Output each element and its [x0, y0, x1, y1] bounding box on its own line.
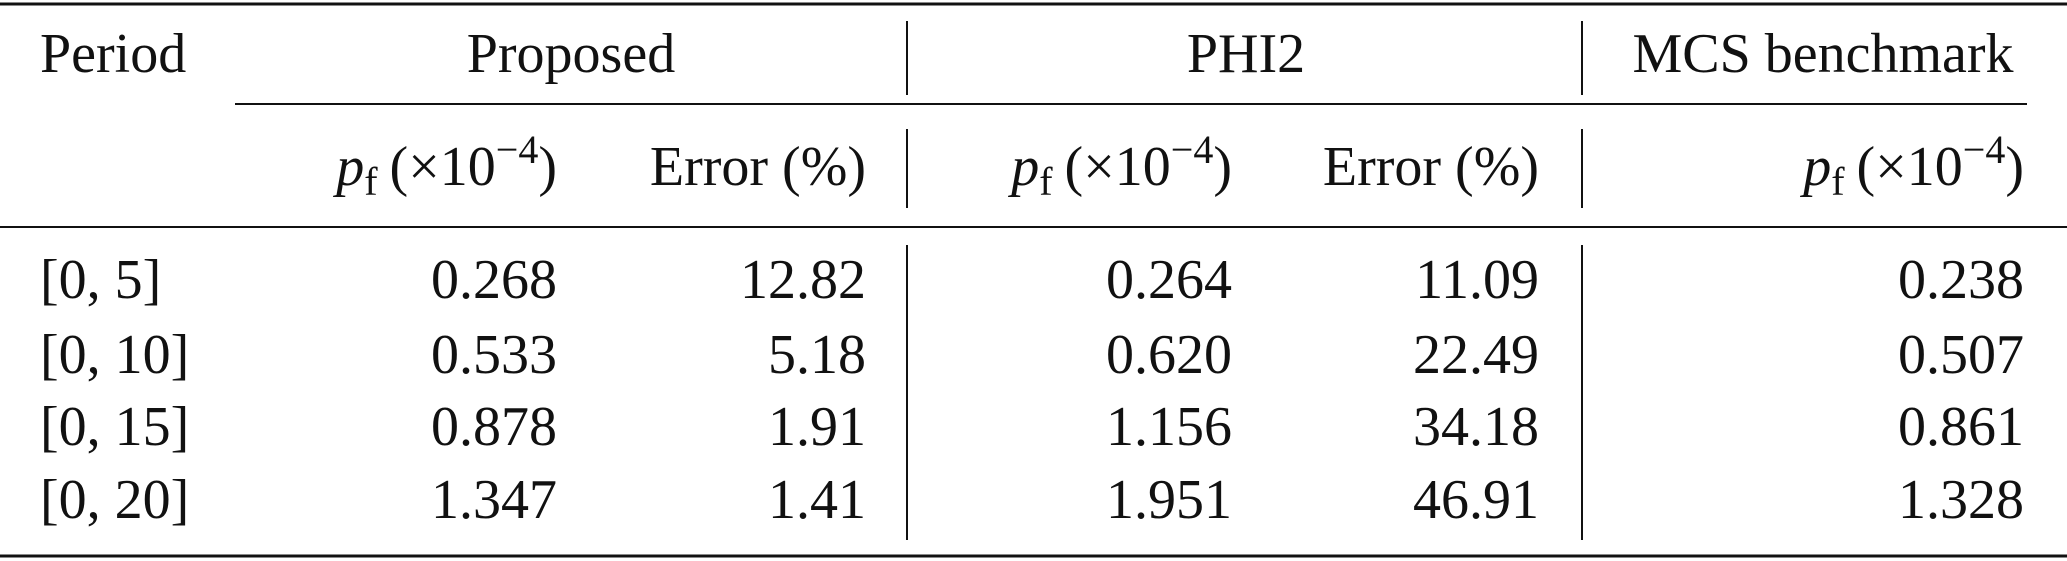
value-cell: 1.91 — [768, 396, 866, 458]
pf-prefix: (×10 — [1065, 136, 1171, 198]
period-cell: [0, 15] — [40, 396, 189, 458]
value-cell: 22.49 — [1413, 324, 1539, 386]
error-header: Error (%) — [1323, 136, 1539, 198]
error-header: Error (%) — [650, 136, 866, 198]
pf-exponent: −4 — [1963, 127, 2006, 172]
period-header: Period — [40, 23, 186, 85]
group-header: Proposed — [467, 23, 675, 85]
value-cell: 34.18 — [1413, 396, 1539, 458]
period-cell: [0, 10] — [40, 324, 189, 386]
value-cell: 0.238 — [1898, 249, 2024, 311]
column-dividers — [906, 21, 1583, 540]
pf-exponent: −4 — [1171, 127, 1214, 172]
pf-header: pf (×10−4) — [332, 127, 557, 204]
value-cell: 0.268 — [431, 249, 557, 311]
value-cell: 0.620 — [1106, 324, 1232, 386]
pf-suffix: ) — [2005, 136, 2024, 198]
value-cell: 5.18 — [768, 324, 866, 386]
pf-prefix: (×10 — [390, 136, 496, 198]
period-cell: [0, 20] — [40, 469, 189, 531]
value-cell: 11.09 — [1415, 249, 1539, 311]
value-cell: 1.41 — [768, 469, 866, 531]
pf-symbol: p — [1799, 136, 1831, 198]
value-cell: 46.91 — [1413, 469, 1539, 531]
pf-prefix: (×10 — [1857, 136, 1963, 198]
value-cell: 1.328 — [1898, 469, 2024, 531]
pf-suffix: ) — [1213, 136, 1232, 198]
value-cell: 0.507 — [1898, 324, 2024, 386]
value-cell: 1.347 — [431, 469, 557, 531]
value-cell: 1.156 — [1106, 396, 1232, 458]
value-cell: 1.951 — [1106, 469, 1232, 531]
value-cell: 0.533 — [431, 324, 557, 386]
pf-subscript: f — [1039, 159, 1053, 204]
value-cell: 0.861 — [1898, 396, 2024, 458]
pf-subscript: f — [1831, 159, 1845, 204]
pf-symbol: p — [1007, 136, 1039, 198]
pf-exponent: −4 — [496, 127, 539, 172]
pf-header: pf (×10−4) — [1799, 127, 2024, 204]
value-cell: 0.264 — [1106, 249, 1232, 311]
group-header: MCS benchmark — [1632, 23, 2013, 85]
pf-symbol: p — [332, 136, 364, 198]
value-cell: 0.878 — [431, 396, 557, 458]
pf-subscript: f — [364, 159, 378, 204]
pf-suffix: ) — [538, 136, 557, 198]
period-cell: [0, 5] — [40, 249, 161, 311]
pf-header: pf (×10−4) — [1007, 127, 1232, 204]
group-header: PHI2 — [1187, 23, 1305, 85]
value-cell: 12.82 — [740, 249, 866, 311]
